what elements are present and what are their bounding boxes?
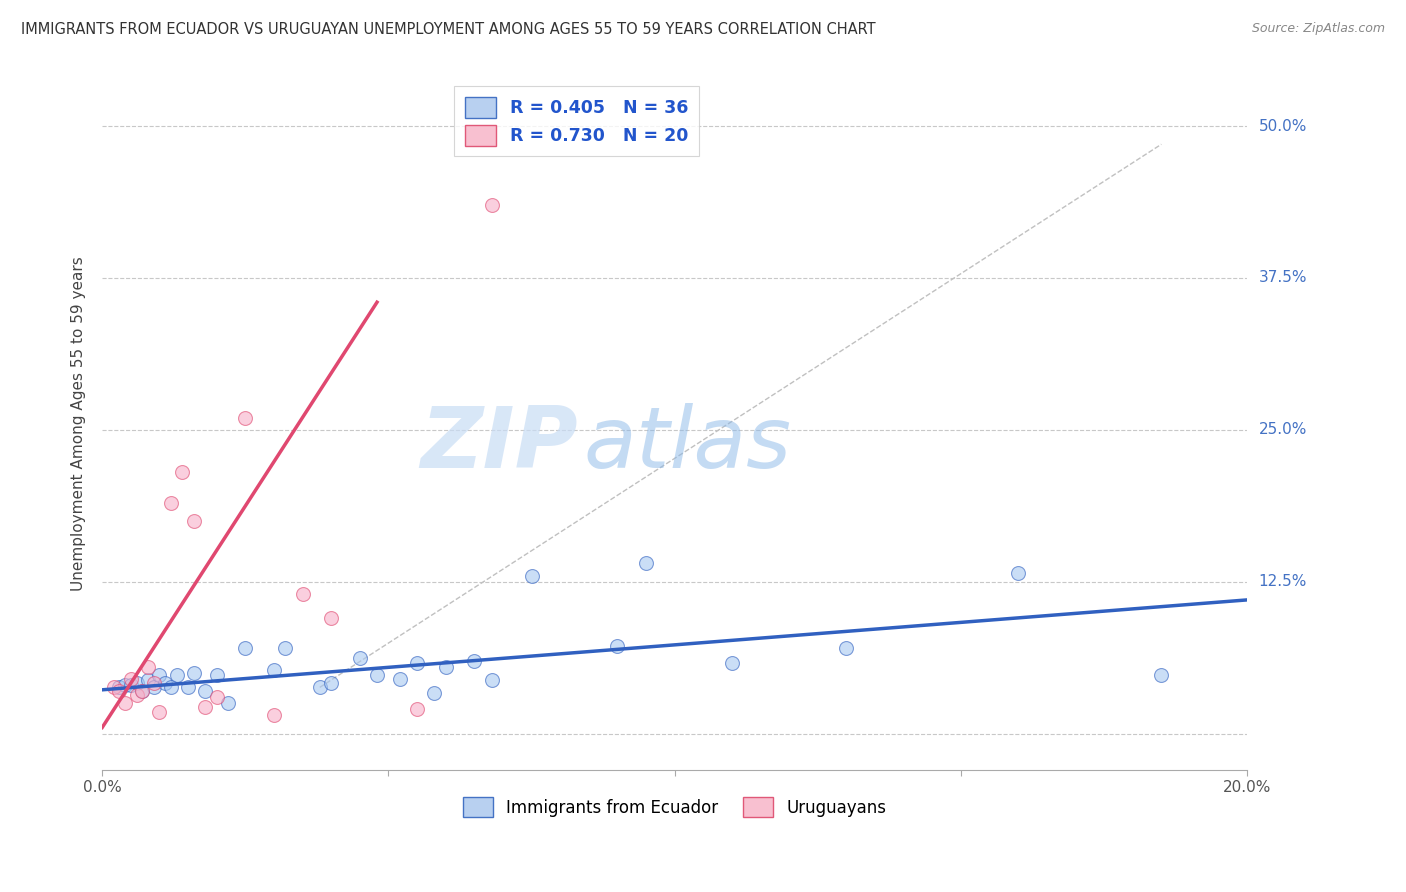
- Text: 25.0%: 25.0%: [1258, 422, 1308, 437]
- Point: [349, 651, 371, 665]
- Point: [291, 587, 314, 601]
- Point: [233, 410, 256, 425]
- Point: [423, 686, 446, 700]
- Point: [131, 684, 153, 698]
- Point: [166, 668, 188, 682]
- Point: [606, 639, 628, 653]
- Text: 37.5%: 37.5%: [1258, 270, 1308, 285]
- Text: 50.0%: 50.0%: [1258, 119, 1308, 134]
- Point: [406, 656, 429, 670]
- Point: [160, 496, 183, 510]
- Point: [114, 678, 136, 692]
- Point: [194, 699, 217, 714]
- Point: [1150, 668, 1173, 682]
- Point: [366, 668, 388, 682]
- Point: [721, 656, 744, 670]
- Text: IMMIGRANTS FROM ECUADOR VS URUGUAYAN UNEMPLOYMENT AMONG AGES 55 TO 59 YEARS CORR: IMMIGRANTS FROM ECUADOR VS URUGUAYAN UNE…: [21, 22, 876, 37]
- Point: [125, 675, 148, 690]
- Point: [205, 668, 228, 682]
- Point: [406, 702, 429, 716]
- Point: [205, 690, 228, 704]
- Text: ZIP: ZIP: [420, 403, 578, 486]
- Point: [194, 684, 217, 698]
- Point: [108, 681, 131, 695]
- Point: [172, 466, 194, 480]
- Point: [263, 664, 285, 678]
- Point: [125, 688, 148, 702]
- Point: [308, 681, 330, 695]
- Point: [481, 673, 503, 687]
- Legend: Immigrants from Ecuador, Uruguayans: Immigrants from Ecuador, Uruguayans: [456, 790, 893, 824]
- Text: 12.5%: 12.5%: [1258, 574, 1308, 590]
- Point: [136, 673, 159, 687]
- Point: [434, 659, 457, 673]
- Text: Source: ZipAtlas.com: Source: ZipAtlas.com: [1251, 22, 1385, 36]
- Point: [148, 668, 170, 682]
- Point: [142, 675, 165, 690]
- Point: [636, 557, 658, 571]
- Point: [463, 654, 485, 668]
- Point: [131, 684, 153, 698]
- Point: [120, 672, 142, 686]
- Point: [114, 696, 136, 710]
- Point: [153, 675, 176, 690]
- Point: [263, 708, 285, 723]
- Point: [183, 665, 205, 680]
- Point: [321, 675, 343, 690]
- Point: [103, 681, 125, 695]
- Point: [321, 611, 343, 625]
- Point: [136, 659, 159, 673]
- Point: [274, 641, 297, 656]
- Point: [177, 681, 200, 695]
- Point: [142, 681, 165, 695]
- Point: [1007, 566, 1029, 581]
- Point: [835, 641, 858, 656]
- Point: [160, 681, 183, 695]
- Point: [233, 641, 256, 656]
- Y-axis label: Unemployment Among Ages 55 to 59 years: Unemployment Among Ages 55 to 59 years: [72, 256, 86, 591]
- Point: [183, 514, 205, 528]
- Point: [217, 696, 239, 710]
- Point: [388, 672, 411, 686]
- Point: [520, 568, 543, 582]
- Point: [148, 705, 170, 719]
- Point: [481, 198, 503, 212]
- Text: atlas: atlas: [583, 403, 792, 486]
- Point: [108, 684, 131, 698]
- Point: [120, 678, 142, 692]
